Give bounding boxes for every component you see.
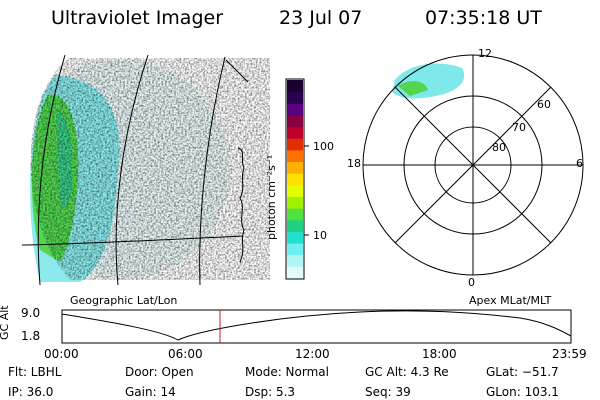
geo-image (21, 54, 270, 286)
colorbar-segment (287, 219, 303, 232)
mlt-label-6: 6 (576, 157, 583, 170)
colorbar-segment (287, 243, 303, 256)
status-dsp: Dsp: 5.3 (245, 385, 296, 399)
mlt-label-0: 0 (468, 276, 475, 289)
xtick-1800: 18:00 (422, 347, 457, 361)
lat-label-60: 60 (537, 98, 551, 111)
colorbar-segment (287, 184, 303, 197)
xtick-1200: 12:00 (295, 347, 330, 361)
status-door: Door: Open (125, 365, 194, 379)
altitude-plot (61, 309, 572, 344)
status-glat: GLat: −51.7 (486, 365, 559, 379)
status-gain: Gain: 14 (125, 385, 176, 399)
status-glon: GLon: 103.1 (486, 385, 559, 399)
lat-label-80: 80 (492, 141, 506, 154)
colorbar (285, 78, 309, 280)
colorbar-segment (287, 103, 303, 116)
colorbar-segment (287, 254, 303, 267)
mlt-label-18: 18 (347, 157, 361, 170)
colorbar-segment (287, 126, 303, 139)
colorbar-segment (287, 266, 303, 279)
date-label: 23 Jul 07 (279, 7, 363, 29)
colorbar-segment (287, 208, 303, 221)
xtick-0000: 00:00 (44, 347, 79, 361)
status-mode: Mode: Normal (245, 365, 329, 379)
status-seq: Seq: 39 (365, 385, 411, 399)
time-label: 07:35:18 UT (425, 7, 542, 29)
colorbar-segment (287, 80, 303, 93)
status-gc-alt: GC Alt: 4.3 Re (365, 365, 449, 379)
colorbar-tick-10: 10 (313, 229, 327, 242)
colorbar-segment (287, 231, 303, 244)
status-ip: IP: 36.0 (8, 385, 54, 399)
colorbar-segment (287, 149, 303, 163)
status-flt: Flt: LBHL (8, 365, 62, 379)
altitude-ytick-1.8: 1.8 (21, 329, 41, 343)
xtick-0600: 06:00 (168, 347, 203, 361)
colorbar-segment (287, 138, 303, 151)
colorbar-tick-100: 100 (313, 140, 334, 153)
altitude-ytick-9: 9.0 (21, 306, 41, 320)
colorbar-segment (287, 196, 303, 209)
polar-panel-label: Apex MLat/MLT (469, 294, 552, 307)
polar-plot (362, 54, 584, 276)
colorbar-segment (287, 114, 303, 128)
mlt-label-12: 12 (478, 47, 492, 60)
geo-panel-label: Geographic Lat/Lon (70, 294, 178, 307)
colorbar-segment (287, 173, 303, 186)
colorbar-unit-label: photon cm⁻²s⁻¹ (265, 154, 278, 240)
colorbar-segment (287, 91, 303, 104)
instrument-title: Ultraviolet Imager (51, 7, 224, 29)
xtick-2359: 23:59 (552, 347, 587, 361)
altitude-ylabel: GC Alt (0, 305, 11, 340)
colorbar-segment (287, 161, 303, 174)
lat-label-70: 70 (512, 121, 526, 134)
